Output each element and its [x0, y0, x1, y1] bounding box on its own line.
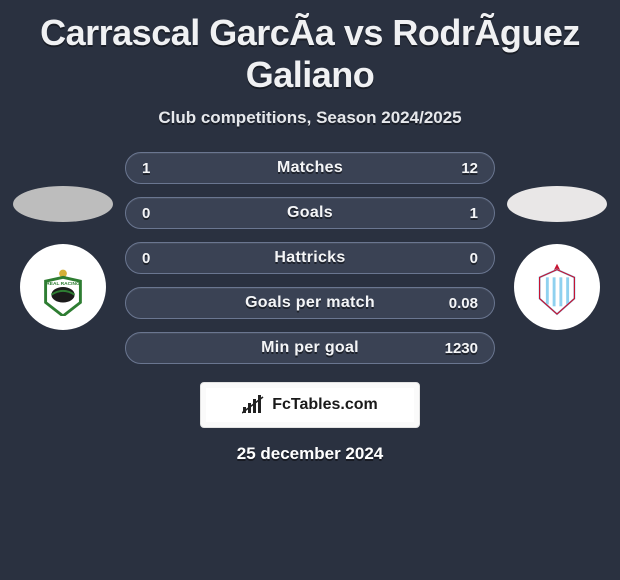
left-crest: REAL RACING [20, 244, 106, 330]
stat-label: Goals [126, 204, 494, 222]
right-side [507, 186, 607, 330]
right-crest [514, 244, 600, 330]
stat-label: Goals per match [126, 294, 494, 312]
stat-right-value: 1 [470, 205, 478, 222]
svg-text:REAL RACING: REAL RACING [46, 281, 80, 287]
page-title: Carrascal GarcÃ­a vs RodrÃ­guez Galiano [0, 8, 620, 102]
stat-row-goals: 0 Goals 1 [125, 197, 495, 229]
stat-right-value: 0.08 [449, 295, 478, 312]
stat-row-matches: 1 Matches 12 [125, 152, 495, 184]
stat-right-value: 1230 [445, 340, 478, 357]
stat-row-hattricks: 0 Hattricks 0 [125, 242, 495, 274]
celta-vigo-crest-icon [528, 258, 586, 316]
bar-chart-icon [242, 395, 264, 415]
stat-left-value: 0 [142, 250, 150, 267]
stat-label: Min per goal [126, 339, 494, 357]
stat-left-value: 0 [142, 205, 150, 222]
subtitle: Club competitions, Season 2024/2025 [0, 108, 620, 128]
stat-label: Matches [126, 159, 494, 177]
left-side: REAL RACING [13, 186, 113, 330]
stat-bars: 1 Matches 12 0 Goals 1 0 Hattricks 0 Goa… [125, 152, 495, 364]
source-brand-text: FcTables.com [272, 396, 378, 414]
infographic-root: Carrascal GarcÃ­a vs RodrÃ­guez Galiano … [0, 0, 620, 464]
racing-santander-crest-icon: REAL RACING [34, 258, 92, 316]
stat-right-value: 0 [470, 250, 478, 267]
footer-date: 25 december 2024 [0, 444, 620, 464]
source-badge: FcTables.com [200, 382, 420, 428]
stat-row-goals-per-match: Goals per match 0.08 [125, 287, 495, 319]
stat-right-value: 12 [461, 160, 478, 177]
right-player-silhouette [507, 186, 607, 222]
stat-label: Hattricks [126, 249, 494, 267]
stat-left-value: 1 [142, 160, 150, 177]
stat-row-min-per-goal: Min per goal 1230 [125, 332, 495, 364]
comparison-layout: REAL RACING 1 Matches 12 0 Goals 1 0 Hat… [0, 152, 620, 364]
left-player-silhouette [13, 186, 113, 222]
